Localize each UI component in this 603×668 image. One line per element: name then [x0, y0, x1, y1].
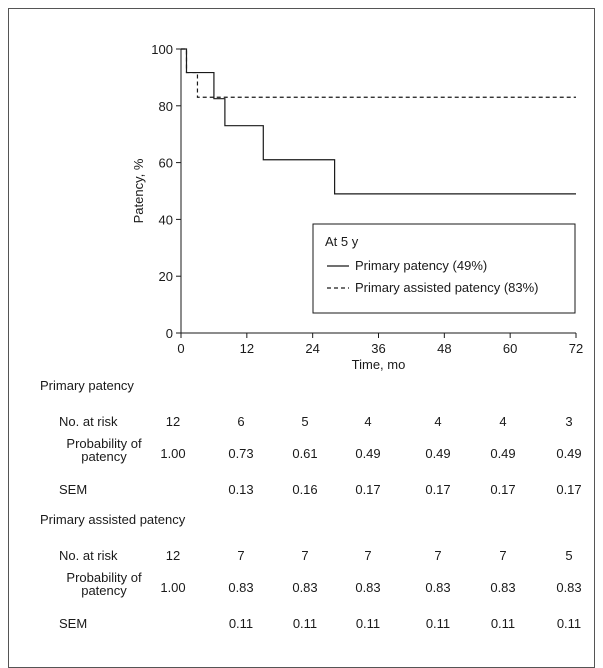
- x-tick-label: 36: [371, 341, 385, 356]
- x-axis-label: Time, mo: [352, 357, 406, 372]
- x-tick-label: 48: [437, 341, 451, 356]
- y-tick-label: 60: [159, 156, 173, 171]
- x-tick-label: 60: [503, 341, 517, 356]
- y-tick-label: 40: [159, 212, 173, 227]
- y-tick-label: 100: [151, 42, 173, 57]
- legend-title: At 5 y: [325, 234, 359, 249]
- x-tick-label: 24: [305, 341, 319, 356]
- series-line-1: [181, 48, 576, 98]
- y-tick-label: 20: [159, 269, 173, 284]
- x-tick-label: 72: [569, 341, 583, 356]
- x-tick-label: 12: [240, 341, 254, 356]
- y-tick-label: 0: [166, 326, 173, 341]
- legend-box: [312, 223, 576, 314]
- series-line-0: [181, 48, 576, 195]
- survival-chart: 0 20 40 60 80 100 0 12 24 36 48 60 72 Time, mo Patency…: [131, 42, 583, 372]
- legend-label-0: Primary patency (49%): [355, 258, 487, 273]
- y-tick-label: 80: [159, 99, 173, 114]
- y-axis-label: Patency, %: [131, 158, 146, 223]
- legend-label-1: Primary assisted patency (83%): [355, 280, 539, 295]
- x-tick-label: 0: [177, 341, 184, 356]
